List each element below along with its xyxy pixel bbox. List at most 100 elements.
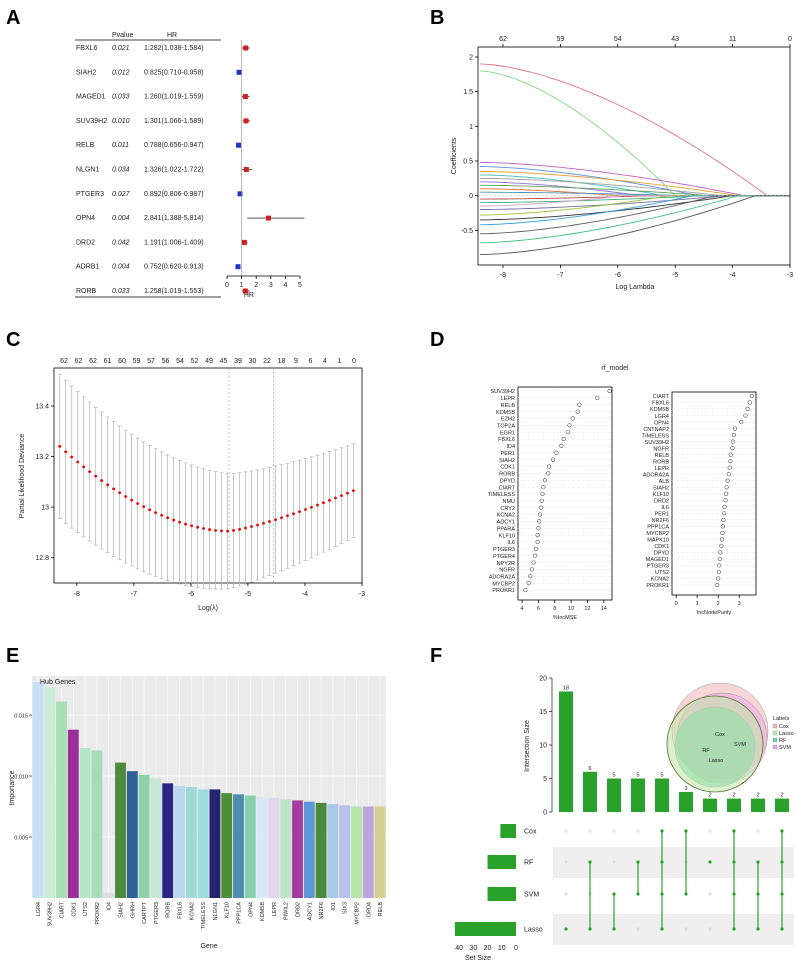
importance-point xyxy=(533,553,538,558)
matrix-dot xyxy=(708,860,712,864)
importance-point xyxy=(570,416,575,421)
y-tick-label: 20 xyxy=(539,676,547,683)
hr-point xyxy=(235,264,241,270)
set-name: SVM xyxy=(524,892,539,899)
y-tick-label: 0.005 xyxy=(14,836,28,842)
gene-label: PTGER3 xyxy=(647,564,669,570)
importance-point xyxy=(715,582,720,588)
coefficient-path xyxy=(480,184,790,197)
matrix-dot xyxy=(636,927,640,931)
hr-label: 1.282(1.038-1.584) xyxy=(144,45,204,52)
gene-label: ADORA2A xyxy=(643,472,670,478)
matrix-dot xyxy=(564,927,568,931)
deviance-point xyxy=(100,479,104,482)
intersection-bar xyxy=(703,798,717,812)
coefficient-path xyxy=(479,195,790,226)
matrix-dot xyxy=(684,927,688,931)
matrix-dot xyxy=(636,829,640,833)
set-size-tick-label: 0 xyxy=(514,945,518,952)
venn-legend-swatch xyxy=(772,723,778,729)
coefficient-path xyxy=(479,177,790,197)
gene-label: PROKR1 xyxy=(492,588,515,594)
y-tick-label: 1 xyxy=(469,124,473,131)
category-label: PTGER3 xyxy=(154,902,160,924)
bar xyxy=(339,805,351,898)
category-label: SUV39H2 xyxy=(48,902,54,926)
gene-label: ALB xyxy=(659,479,670,485)
x-tick-label: 4 xyxy=(521,606,524,612)
x-tick-label: -4 xyxy=(729,272,735,279)
importance-point xyxy=(533,546,539,551)
importance-point xyxy=(575,409,580,414)
importance-point xyxy=(528,574,533,579)
category-label: CIART xyxy=(60,901,66,918)
importance-point xyxy=(719,543,724,548)
bar xyxy=(233,794,244,898)
bar xyxy=(67,729,79,898)
deviance-point xyxy=(154,511,158,515)
panel-label-b: B xyxy=(430,7,444,29)
gene-label: UTS2 xyxy=(655,570,669,576)
importance-point xyxy=(731,433,737,438)
coefficient-path xyxy=(479,195,790,235)
hr-label: 1.326(1.022-1.722) xyxy=(144,167,204,174)
intersection-bar xyxy=(607,778,621,812)
deviance-point xyxy=(148,508,152,512)
gene-label: FBXL6 xyxy=(498,437,515,443)
venn-circle-lasso xyxy=(666,695,764,793)
importance-point xyxy=(721,511,727,516)
deviance-point xyxy=(136,502,140,505)
category-label: TIMELESS xyxy=(201,902,207,930)
top-tick-label: 62 xyxy=(60,358,68,365)
hr-label: 0.825(0.710-0.958) xyxy=(144,69,204,76)
importance-point xyxy=(724,491,729,496)
deviance-point xyxy=(346,491,349,495)
pvalue-label: 0.011 xyxy=(112,142,129,149)
hr-point xyxy=(243,167,249,172)
coefficient-path xyxy=(479,195,790,207)
deviance-point xyxy=(184,522,187,526)
importance-point xyxy=(726,472,731,477)
bar xyxy=(44,686,56,898)
set-size-bar xyxy=(500,824,516,838)
deviance-point xyxy=(226,529,229,533)
deviance-point xyxy=(76,460,80,464)
venn-legend-swatch xyxy=(772,744,778,750)
x-tick-label: -7 xyxy=(131,591,137,598)
gene-label: CDK1 xyxy=(500,465,515,471)
x-tick-label: 1 xyxy=(696,601,699,607)
col-header-pvalue: Pvalue xyxy=(112,32,134,39)
x-tick-label: 2 xyxy=(254,282,258,289)
importance-point xyxy=(725,478,730,483)
intersection-count: 3 xyxy=(684,786,687,792)
gene-label: CIART xyxy=(499,485,516,491)
hr-point xyxy=(243,45,249,51)
pvalue-label: 0.010 xyxy=(112,118,130,125)
top-tick-label: 43 xyxy=(671,36,679,43)
hr-point xyxy=(243,118,249,124)
importance-point xyxy=(531,560,536,565)
matrix-dot xyxy=(564,892,568,896)
deviance-point xyxy=(130,498,134,502)
deviance-point xyxy=(340,494,343,498)
importance-point xyxy=(722,504,727,509)
left-frame xyxy=(517,386,613,601)
bar xyxy=(327,804,339,898)
gene-label: MAGED1 xyxy=(76,94,106,101)
gene-label: PPARA xyxy=(497,526,516,532)
top-tick-label: 18 xyxy=(278,358,286,365)
gene-label: DRD2 xyxy=(654,498,669,504)
bar xyxy=(197,789,209,898)
set-name: Cox xyxy=(524,829,537,836)
gene-label: CDK1 xyxy=(654,544,669,550)
y-axis-label: Coefficients xyxy=(451,137,458,174)
top-tick-label: 49 xyxy=(205,358,213,365)
category-label: RORB xyxy=(166,902,172,918)
importance-point xyxy=(526,581,531,586)
gene-label: KCNA2 xyxy=(651,577,669,583)
bar xyxy=(174,785,185,898)
deviance-point xyxy=(190,524,193,528)
y-tick-label: 13.4 xyxy=(35,403,49,410)
gene-label: LEPR xyxy=(655,466,669,472)
importance-point xyxy=(554,450,559,455)
